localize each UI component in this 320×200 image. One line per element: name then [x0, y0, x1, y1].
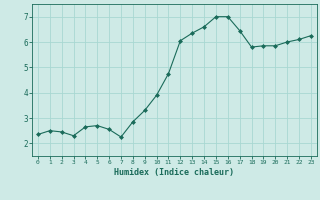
- X-axis label: Humidex (Indice chaleur): Humidex (Indice chaleur): [115, 168, 234, 177]
